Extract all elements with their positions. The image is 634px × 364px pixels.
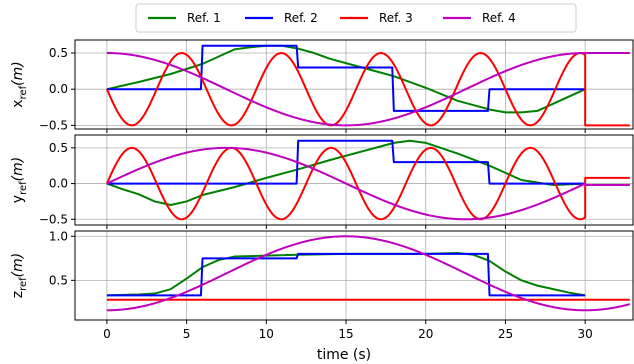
y-tick-label: 0.0 bbox=[49, 177, 68, 191]
series-group bbox=[107, 141, 630, 220]
x-tick-label: 5 bbox=[183, 327, 191, 341]
subplot-3: 1.0 0.5 zref(m) bbox=[10, 229, 633, 324]
y-tick-label: 0.0 bbox=[49, 82, 68, 96]
y-tick-label: −0.5 bbox=[39, 118, 68, 132]
x-tick-label: 10 bbox=[259, 327, 274, 341]
y-axis-label-unit: (m) bbox=[10, 61, 26, 86]
x-tick-label: 25 bbox=[498, 327, 513, 341]
series-group bbox=[107, 46, 630, 126]
legend-label: Ref. 1 bbox=[187, 11, 221, 25]
legend: Ref. 1 Ref. 2 Ref. 3 Ref. 4 bbox=[136, 4, 576, 32]
y-axis-label-sub: ref bbox=[18, 181, 29, 195]
x-tick-label: 20 bbox=[418, 327, 433, 341]
y-axis-label-main: z bbox=[10, 291, 26, 298]
x-tick-label: 0 bbox=[103, 327, 111, 341]
y-axis-label-main: y bbox=[10, 195, 26, 203]
legend-label: Ref. 3 bbox=[379, 11, 413, 25]
y-axis-label-main: x bbox=[10, 99, 26, 107]
subplot-2: 0.5 0.0 −0.5 yref(m) bbox=[10, 135, 633, 229]
y-axis-label: zref(m) bbox=[10, 253, 29, 299]
y-axis-label-unit: (m) bbox=[10, 253, 26, 278]
y-tick-label: 0.5 bbox=[49, 141, 68, 155]
y-tick-label: 1.0 bbox=[49, 229, 68, 243]
y-tick-label: 0.5 bbox=[49, 273, 68, 287]
x-tick-label: 15 bbox=[338, 327, 353, 341]
x-axis-label: time (s) bbox=[317, 347, 371, 363]
y-axis-label-sub: ref bbox=[18, 85, 29, 99]
y-tick-label: 0.5 bbox=[49, 46, 68, 60]
series-group bbox=[107, 236, 630, 310]
y-axis-label-unit: (m) bbox=[10, 157, 26, 182]
y-tick-label: −0.5 bbox=[39, 212, 68, 226]
subplot-1: 0.5 0.0 −0.5 xref(m) bbox=[10, 40, 633, 133]
x-tick-label: 30 bbox=[578, 327, 593, 341]
y-axis-label: xref(m) bbox=[10, 61, 29, 107]
y-axis-label: yref(m) bbox=[10, 157, 29, 203]
y-axis-label-sub: ref bbox=[18, 277, 29, 291]
legend-label: Ref. 2 bbox=[284, 11, 318, 25]
legend-label: Ref. 4 bbox=[482, 11, 516, 25]
